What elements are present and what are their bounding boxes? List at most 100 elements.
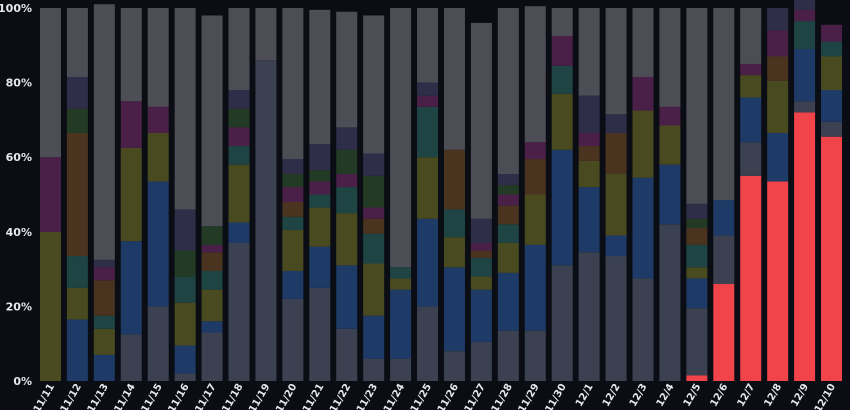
x-tick-label: 11/23 <box>355 382 380 410</box>
bar-segment-navy-12-5 <box>686 203 708 219</box>
bar-segment-gray-11-28 <box>497 8 519 174</box>
x-tick-label: 11/15 <box>140 382 165 410</box>
bar-segment-olive-11-30 <box>551 93 573 150</box>
x-tick-label: 11/19 <box>247 382 272 410</box>
bar-segment-slate-11-23 <box>363 358 385 381</box>
bar-segment-olive-12-10 <box>821 56 843 91</box>
bar-segment-teal-11-17 <box>201 270 223 290</box>
bar-segment-gray-11-27 <box>470 22 492 219</box>
bar-segment-blue-12-3 <box>632 177 654 279</box>
x-tick-label: 12/10 <box>813 382 838 410</box>
bar-segment-blue-11-28 <box>497 272 519 331</box>
bar-segment-olive-11-18 <box>228 164 250 223</box>
bar-segment-darkgreen-12-5 <box>686 218 708 229</box>
x-tick-label: 11/21 <box>301 382 326 410</box>
y-tick-label: 60% <box>6 151 32 164</box>
bar-segment-olive-12-8 <box>767 80 789 133</box>
bar-segment-darkgreen-11-28 <box>497 185 519 195</box>
bar-segment-blue-11-25 <box>417 218 439 307</box>
bar-segment-darkgreen-11-20 <box>282 173 304 188</box>
bar-segment-highlight-12-9 <box>794 112 816 381</box>
x-tick-label: 11/16 <box>166 382 191 410</box>
bar-segment-purple-12-3 <box>632 77 654 111</box>
bar-segment-brown-11-28 <box>497 205 519 225</box>
x-tick-label: 11/29 <box>517 382 542 410</box>
x-tick-label: 11/22 <box>328 382 353 410</box>
bar-segment-gray-11-23 <box>363 15 385 154</box>
bar-segment-purple-11-20 <box>282 187 304 202</box>
bar-segment-olive-12-3 <box>632 110 654 178</box>
bar-segment-purple-11-27 <box>470 242 492 251</box>
bar-segment-blue-12-5 <box>686 278 708 309</box>
bar-segment-blue-11-13 <box>93 354 115 381</box>
bar-segment-teal-11-28 <box>497 224 519 243</box>
bar-segment-navy-11-16 <box>174 209 196 251</box>
bar-segment-darkgreen-11-18 <box>228 108 250 128</box>
bar-segment-gray-12-2 <box>605 8 627 115</box>
bar-segment-purple-12-9 <box>794 9 816 22</box>
bar-segment-blue-12-1 <box>578 187 600 253</box>
bar-segment-gray-11-29 <box>524 6 546 143</box>
x-tick-label: 11/11 <box>32 382 57 410</box>
y-tick-label: 100% <box>0 2 32 15</box>
bar-segment-olive-11-22 <box>336 213 358 266</box>
bar-segment-darkgreen-11-23 <box>363 175 385 208</box>
y-tick-label: 0% <box>13 375 32 388</box>
bar-segment-purple-12-7 <box>740 63 762 76</box>
bar-segment-teal-11-16 <box>174 276 196 303</box>
bar-segment-slate-12-2 <box>605 256 627 381</box>
bar-segment-navy-11-12 <box>66 77 88 109</box>
bar-segment-olive-12-2 <box>605 173 627 236</box>
bar-segment-blue-11-16 <box>174 345 196 374</box>
bar-segment-purple-11-30 <box>551 35 573 66</box>
bar-segment-darkgreen-11-17 <box>201 226 223 245</box>
bar-segment-slate-11-25 <box>417 306 439 381</box>
bar-segment-purple-12-1 <box>578 132 600 147</box>
bar-segment-gray-11-18 <box>228 8 250 91</box>
bar-segment-gray-11-30 <box>551 8 573 36</box>
bar-segment-teal-11-23 <box>363 233 385 264</box>
x-tick-label: 12/4 <box>655 382 677 409</box>
bar-segment-blue-11-23 <box>363 315 385 359</box>
bar-segment-teal-11-12 <box>66 256 88 288</box>
bar-segment-purple-11-25 <box>417 95 439 107</box>
bar-segment-blue-11-17 <box>201 321 223 333</box>
x-tick-label: 11/13 <box>86 382 111 410</box>
bar-segment-slate-11-26 <box>443 351 465 381</box>
bar-segment-brown-12-8 <box>767 56 789 81</box>
bar-segment-gray-12-6 <box>713 8 735 201</box>
bar-segment-slate-12-5 <box>686 308 708 376</box>
bar-segment-brown-11-27 <box>470 250 492 258</box>
bar-segment-olive-12-7 <box>740 75 762 98</box>
bar-segment-gray-12-7 <box>740 8 762 64</box>
x-tick-label: 11/14 <box>113 382 138 410</box>
bar-segment-gray-12-3 <box>632 8 654 77</box>
x-tick-label: 11/20 <box>274 382 299 410</box>
bar-segment-brown-11-17 <box>201 252 223 271</box>
bar-segment-teal-11-30 <box>551 65 573 94</box>
bar-segment-navy-11-18 <box>228 90 250 109</box>
bar-segment-slate-12-4 <box>659 224 681 381</box>
bar-segment-teal-12-5 <box>686 244 708 268</box>
bar-segment-navy-11-21 <box>309 144 331 171</box>
bars-layer <box>39 0 843 382</box>
bar-segment-blue-12-4 <box>659 164 681 225</box>
bar-segment-brown-11-23 <box>363 218 385 234</box>
bar-segment-gray-11-19 <box>255 8 277 61</box>
bar-segment-olive-11-15 <box>147 132 169 182</box>
bar-segment-olive-11-28 <box>497 242 519 273</box>
bar-segment-blue-11-18 <box>228 222 250 243</box>
bar-segment-blue-11-14 <box>120 241 142 335</box>
bar-segment-teal-11-18 <box>228 146 250 165</box>
bar-segment-teal-11-13 <box>93 315 115 329</box>
bar-segment-gray-12-5 <box>686 8 708 204</box>
bar-segment-teal-11-20 <box>282 216 304 230</box>
bar-segment-gray-11-13 <box>93 4 115 260</box>
y-axis-ticks: 0% 20% 40% 60% 80% 100% <box>0 2 32 388</box>
bar-segment-slate-12-10 <box>821 121 843 137</box>
x-tick-label: 12/5 <box>682 382 704 409</box>
bar-segment-blue-12-7 <box>740 97 762 143</box>
x-tick-label: 11/24 <box>382 382 407 410</box>
x-tick-label: 11/17 <box>193 382 218 410</box>
